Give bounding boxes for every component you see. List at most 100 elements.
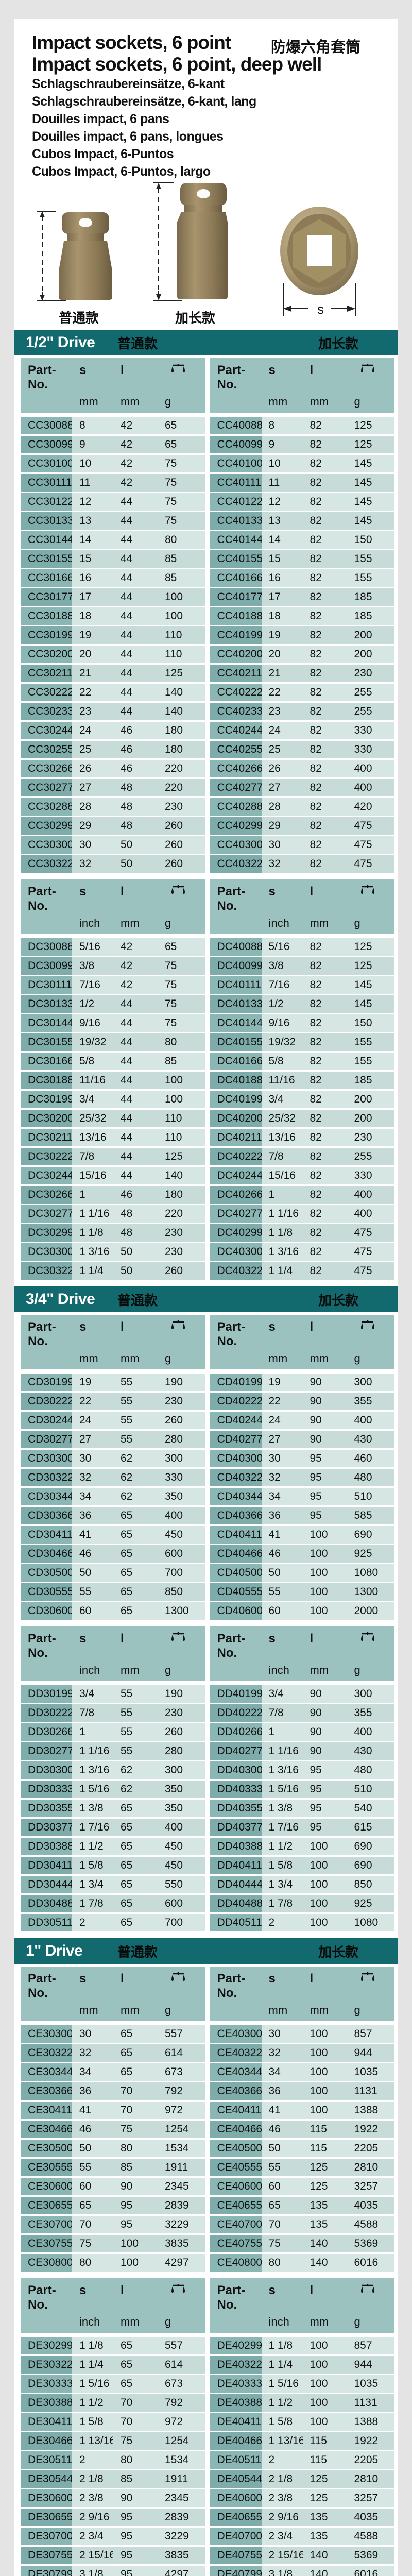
- weight-unit-label: g: [354, 917, 360, 929]
- size-cell: 50: [261, 1564, 303, 1582]
- length-cell: 65: [113, 1914, 158, 1931]
- table-row: DD40411 1 5/8 100 690: [210, 1857, 394, 1874]
- table-row: DD40444 1 3/4 100 850: [210, 1876, 394, 1893]
- drive-section: 1/2" Drive 普通款 加长款 Part-No. s l: [14, 330, 398, 1281]
- part-no-cell: CE30411: [21, 2102, 72, 2119]
- part-no-cell: DC40188: [210, 1072, 263, 1089]
- size-cell: 34: [72, 2063, 113, 2081]
- length-cell: 100: [302, 1857, 347, 1874]
- size-cell: 2 9/16: [261, 2509, 303, 2526]
- length-cell: 44: [113, 1110, 158, 1127]
- table-row: CE40500 50 115 2205: [210, 2140, 394, 2157]
- part-no-cell: CD30500: [21, 1564, 74, 1582]
- table-row: CC30166 16 44 85: [21, 569, 205, 587]
- length-header: l: [310, 885, 314, 899]
- part-no-cell: DD30488: [21, 1895, 74, 1912]
- length-unit-label: mm: [310, 917, 329, 929]
- part-no-cell: DC30188: [21, 1072, 74, 1089]
- table-row: CD30322 32 62 330: [21, 1469, 205, 1486]
- part-no-cell: CC40088: [210, 417, 263, 434]
- length-cell: 65: [113, 1876, 158, 1893]
- part-no-cell: DE30299: [21, 2337, 73, 2354]
- part-no-cell: DE30755: [21, 2547, 73, 2564]
- size-cell: 19: [261, 626, 303, 644]
- length-cell: 70: [113, 2394, 158, 2412]
- table-body: CE40300 30 100 857 CE40322 32 100 944 CE40344 34 1…: [210, 2025, 394, 2272]
- size-cell: 19/32: [72, 1033, 113, 1051]
- table-row: DD40277 1 1/16 90 430: [210, 1742, 394, 1760]
- table-row: CC40088 8 82 125: [210, 417, 394, 434]
- size-cell: 13/16: [261, 1129, 303, 1146]
- part-no-cell: CC40300: [210, 836, 263, 854]
- size-cell: 24: [72, 1412, 113, 1429]
- length-cell: 100: [302, 2044, 347, 2062]
- weight-cell: 1035: [347, 2063, 394, 2081]
- table-row: CD30277 27 55 280: [21, 1431, 205, 1448]
- table-row: DE30333 1 5/16 65 673: [21, 2375, 205, 2393]
- weight-cell: 75: [158, 976, 205, 994]
- column-header: Part-No. s l mm mm: [21, 358, 205, 413]
- weight-cell: 125: [347, 436, 394, 453]
- table-row: CD40466 46 100 925: [210, 1545, 394, 1563]
- weight-cell: 4297: [158, 2254, 205, 2272]
- part-no-cell: DC30299: [21, 1224, 74, 1242]
- blank-unit: [21, 395, 72, 409]
- weight-cell: 190: [158, 1374, 205, 1391]
- table-row: DC40133 1/2 82 145: [210, 995, 394, 1013]
- table-row: DE30411 1 5/8 70 972: [21, 2413, 205, 2431]
- part-no-cell: DE30333: [21, 2375, 73, 2393]
- length-cell: 50: [113, 855, 158, 873]
- figure-standard-socket: 普通款: [35, 209, 123, 327]
- weight-unit-label: g: [354, 395, 360, 408]
- length-cell: 55: [113, 1723, 158, 1741]
- weight-cell: 140: [158, 684, 205, 701]
- size-unit-label: inch: [79, 1664, 100, 1676]
- length-cell: 46: [113, 760, 158, 777]
- table-row: DE40799 3 1/8 140 6016: [210, 2566, 394, 2576]
- weight-cell: 1080: [347, 1914, 394, 1931]
- table-row: CE30366 36 70 792: [21, 2082, 205, 2100]
- weight-cell: 260: [158, 855, 205, 873]
- size-cell: 1 5/8: [261, 1857, 303, 1874]
- size-cell: 13: [72, 512, 113, 530]
- length-cell: 46: [113, 1186, 158, 1204]
- length-cell: 100: [113, 2254, 158, 2272]
- length-cell: 82: [302, 722, 347, 739]
- table-row: CE40466 46 115 1922: [210, 2121, 394, 2138]
- table-row: CC30088 8 42 65: [21, 417, 205, 434]
- half-table: Part-No. s l inch mm: [21, 879, 205, 1281]
- size-cell: 22: [72, 684, 113, 701]
- section-header-bar: 1" Drive 普通款 加长款: [14, 1938, 398, 1964]
- length-cell: 82: [302, 836, 347, 854]
- part-no-cell: DC40155: [210, 1033, 263, 1051]
- weight-header: [347, 1632, 395, 1660]
- length-cell: 82: [302, 1091, 347, 1108]
- size-cell: 25/32: [72, 1110, 113, 1127]
- length-header: l: [121, 1972, 124, 1986]
- length-cell: 80: [113, 2140, 158, 2157]
- table-row: CC40277 27 82 400: [210, 779, 394, 796]
- size-cell: 3 1/8: [261, 2566, 303, 2576]
- weight-cell: 400: [347, 1205, 394, 1223]
- size-cell: 15/16: [72, 1167, 113, 1184]
- weight-cell: 1254: [158, 2432, 205, 2450]
- column-header: Part-No. s l inch mm: [210, 1626, 395, 1681]
- weight-cell: 355: [347, 1704, 394, 1722]
- size-cell: 32: [261, 2044, 303, 2062]
- size-cell: 1 1/2: [72, 2394, 113, 2412]
- length-cell: 100: [302, 1914, 347, 1931]
- weight-cell: 2345: [158, 2489, 205, 2507]
- half-table: Part-No. s l mm mm: [210, 1967, 394, 2273]
- size-cell: 60: [261, 2178, 303, 2195]
- length-cell: 82: [302, 1186, 347, 1204]
- weight-cell: 585: [347, 1507, 394, 1524]
- weight-cell: 4297: [158, 2566, 205, 2576]
- weight-cell: 75: [158, 957, 205, 975]
- size-cell: 19: [261, 1374, 303, 1391]
- part-no-header: Part-No.: [217, 1320, 246, 1348]
- table-block: Part-No. s l mm mm: [21, 1315, 394, 1621]
- weight-cell: 1035: [347, 2375, 394, 2393]
- table-row: CD30600 60 65 1300: [21, 1602, 205, 1620]
- weight-cell: 85: [158, 550, 205, 568]
- part-no-cell: CD40600: [210, 1602, 263, 1620]
